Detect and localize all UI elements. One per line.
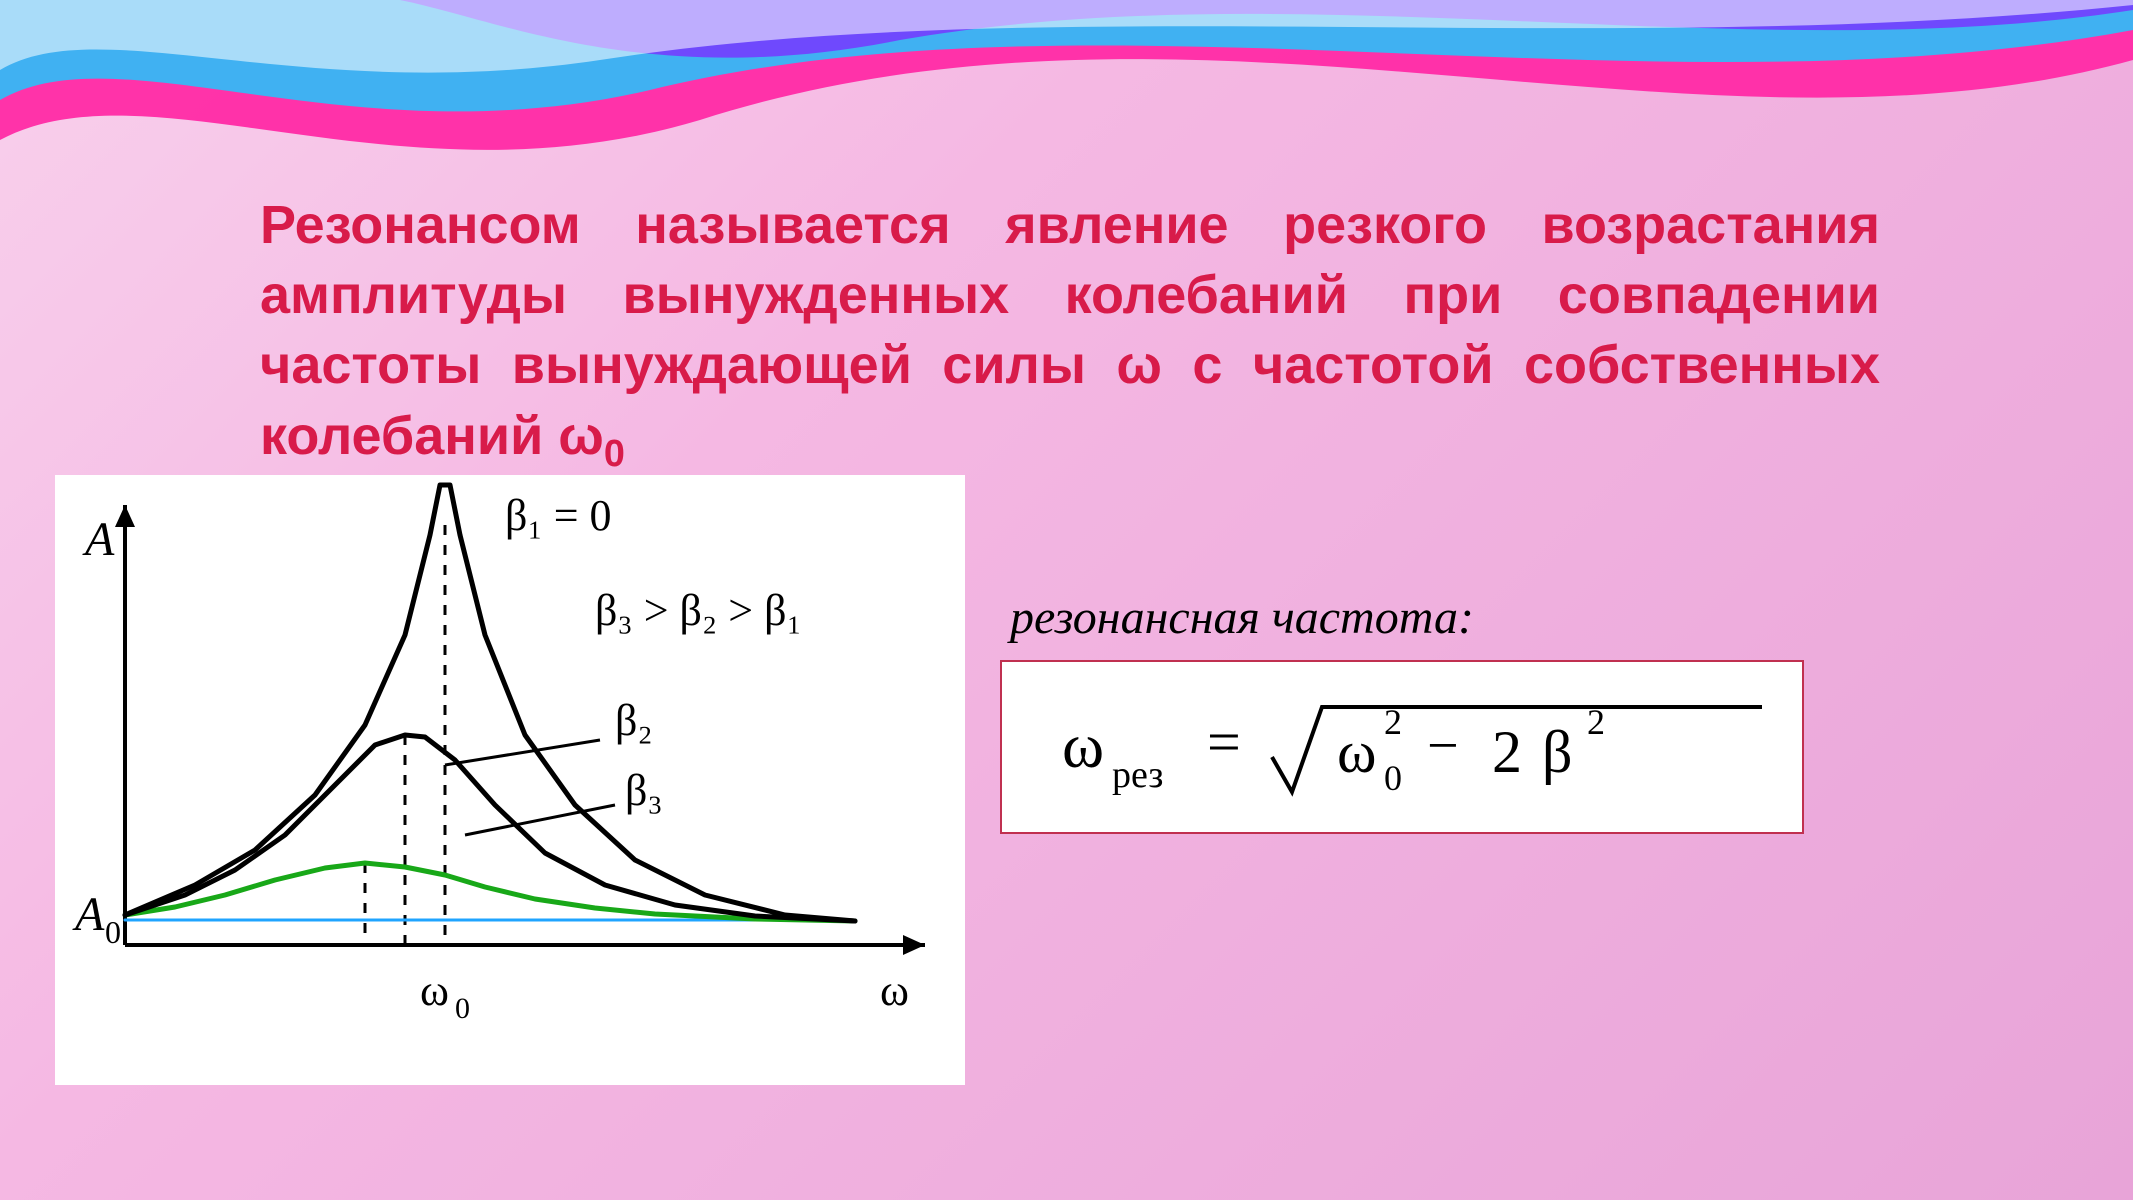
svg-text:0: 0 (1384, 758, 1402, 798)
svg-text:=: = (1207, 709, 1241, 775)
svg-text:β₂: β₂ (615, 696, 653, 745)
slide: Резонансом называется явление резкого во… (0, 0, 2133, 1200)
svg-text:0: 0 (105, 914, 121, 950)
svg-text:A: A (82, 513, 115, 566)
resonance-chart: AωA0ω0β₁ = 0β₃ > β₂ > β₁β₂β₃ (55, 475, 965, 1085)
svg-text:ω: ω (880, 966, 909, 1015)
svg-text:β₃ > β₂ > β₁: β₃ > β₂ > β₁ (595, 586, 802, 635)
svg-text:A: A (72, 888, 105, 941)
svg-text:2: 2 (1587, 702, 1605, 742)
svg-text:0: 0 (455, 992, 470, 1025)
formula-box: ωрез=ω20−2β2 (1000, 660, 1804, 834)
svg-text:β₁ = 0: β₁ = 0 (505, 491, 612, 540)
svg-text:β: β (1542, 719, 1573, 785)
svg-text:рез: рез (1112, 754, 1163, 796)
definition-text: Резонансом называется явление резкого во… (260, 190, 1880, 478)
svg-text:ω: ω (420, 966, 449, 1015)
svg-text:ω: ω (1337, 719, 1377, 785)
svg-text:2: 2 (1492, 719, 1522, 785)
formula-caption: резонансная частота: (1010, 590, 1474, 645)
svg-text:−: − (1427, 715, 1459, 777)
svg-text:ω: ω (1062, 710, 1104, 781)
svg-text:2: 2 (1384, 702, 1402, 742)
svg-text:β₃: β₃ (625, 766, 663, 815)
